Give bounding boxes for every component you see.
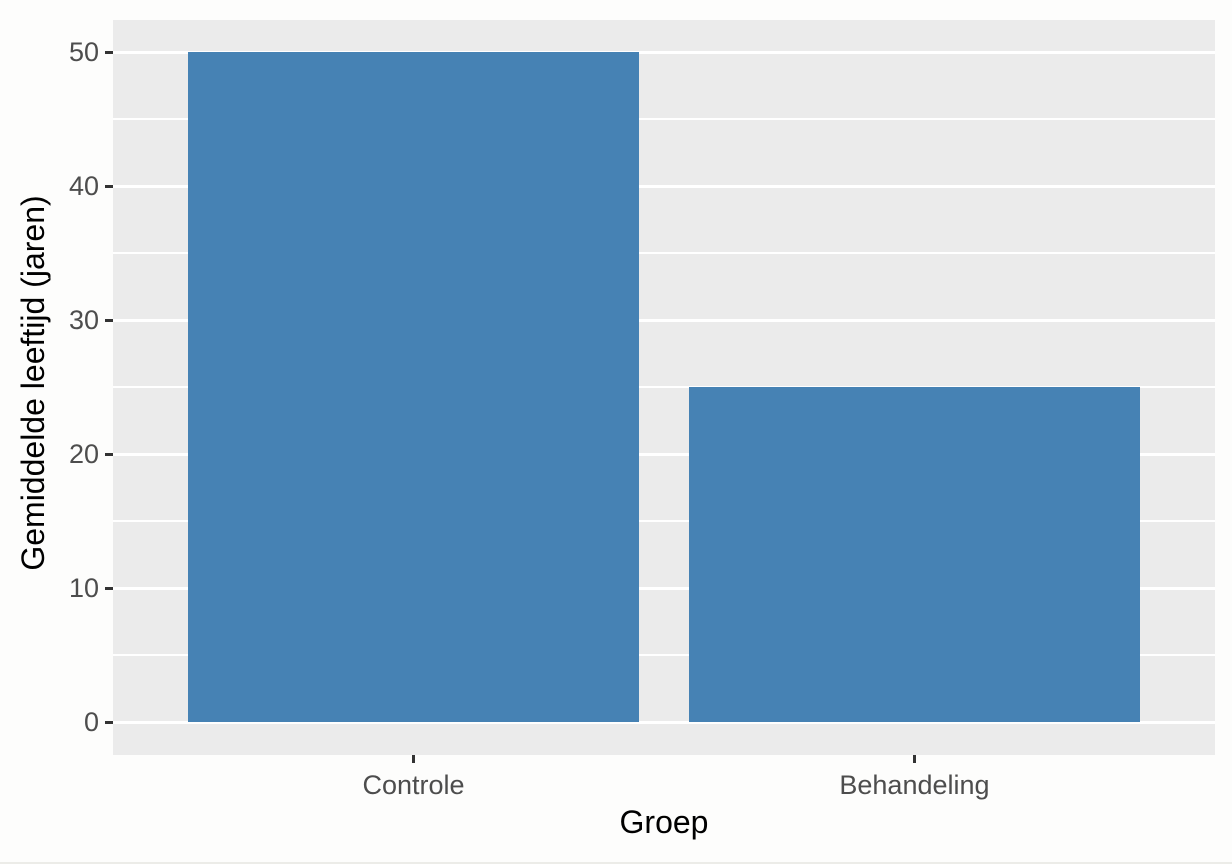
- y-tick-label: 0: [83, 707, 99, 737]
- y-tick-mark: [105, 50, 113, 54]
- x-axis-title: Groep: [619, 804, 709, 840]
- gridline-minor: [113, 654, 1215, 656]
- y-tick-label: 30: [68, 305, 99, 335]
- gridline-major: [113, 720, 1215, 724]
- gridline-major: [113, 50, 1215, 54]
- y-tick-label: 20: [68, 439, 99, 469]
- gridline-major: [113, 452, 1215, 456]
- gridline-major: [113, 318, 1215, 322]
- gridline-minor: [113, 252, 1215, 254]
- y-tick-label: 50: [68, 37, 99, 67]
- bar-controle: [188, 52, 639, 722]
- x-tick-mark: [412, 755, 416, 763]
- x-tick-mark: [912, 755, 916, 763]
- plot-panel: [113, 20, 1215, 755]
- y-axis-title: Gemiddelde leeftijd (jaren): [15, 194, 51, 571]
- gridline-minor: [113, 386, 1215, 388]
- gridline-minor: [113, 118, 1215, 120]
- y-tick-label: 10: [68, 573, 99, 603]
- x-tick-label: Controle: [362, 770, 465, 800]
- y-tick-mark: [105, 452, 113, 456]
- y-tick-label: 40: [68, 171, 99, 201]
- gridline-major: [113, 184, 1215, 188]
- y-tick-mark: [105, 720, 113, 724]
- y-tick-mark: [105, 318, 113, 322]
- gridline-minor: [113, 520, 1215, 522]
- x-tick-label: Behandeling: [839, 770, 990, 800]
- bar-behandeling: [689, 387, 1140, 722]
- figure-bottom-edge: [0, 862, 1232, 864]
- y-tick-mark: [105, 184, 113, 188]
- gridline-major: [113, 586, 1215, 590]
- y-tick-mark: [105, 586, 113, 590]
